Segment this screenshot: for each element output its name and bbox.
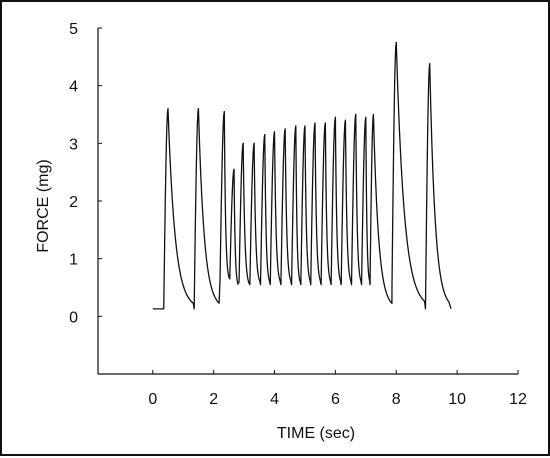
twitch-peak-18 <box>372 113 375 116</box>
twitch-peak-16 <box>355 113 357 116</box>
twitch-peak-13 <box>324 122 326 124</box>
x-tick-label: 6 <box>331 391 340 408</box>
x-tick-label: 12 <box>509 391 527 408</box>
tick-marks <box>98 27 519 374</box>
twitch-peak-9 <box>284 128 286 130</box>
twitch-peak-6 <box>253 142 255 144</box>
x-tick-label: 4 <box>270 391 279 408</box>
twitch-peak-11 <box>304 125 306 127</box>
y-axis-title: FORCE (mg) <box>35 159 52 252</box>
force-trace <box>152 41 452 310</box>
y-tick-label: 4 <box>69 79 78 96</box>
x-tick-label: 8 <box>392 391 401 408</box>
x-tick-label: 2 <box>209 391 218 408</box>
y-tick-label: 2 <box>69 194 78 211</box>
twitch-peak-17 <box>365 116 367 118</box>
twitch-peak-5 <box>242 142 244 144</box>
twitch-peak-3 <box>223 111 225 113</box>
twitch-peak-12 <box>314 122 316 124</box>
twitch-peak-7 <box>264 134 266 136</box>
twitch-peak-19 <box>395 41 397 44</box>
force-line <box>152 41 452 310</box>
y-tick-label: 0 <box>69 309 78 326</box>
y-tick-label: 1 <box>69 252 78 269</box>
y-tick-label: 5 <box>69 21 78 38</box>
axes <box>97 28 518 375</box>
twitch-peak-15 <box>344 119 347 121</box>
twitch-peak-20 <box>429 63 431 65</box>
x-tick-label: 10 <box>448 391 466 408</box>
x-axis-title: TIME (sec) <box>277 425 355 442</box>
twitch-peak-14 <box>334 116 336 118</box>
twitch-peak-10 <box>295 125 297 127</box>
twitch-peak-8 <box>273 131 276 133</box>
x-tick-label: 0 <box>148 391 157 408</box>
twitch-peak-2 <box>197 108 200 110</box>
y-tick-label: 3 <box>69 136 78 153</box>
twitch-peak-1 <box>167 108 169 110</box>
twitch-peak-4 <box>233 168 235 170</box>
